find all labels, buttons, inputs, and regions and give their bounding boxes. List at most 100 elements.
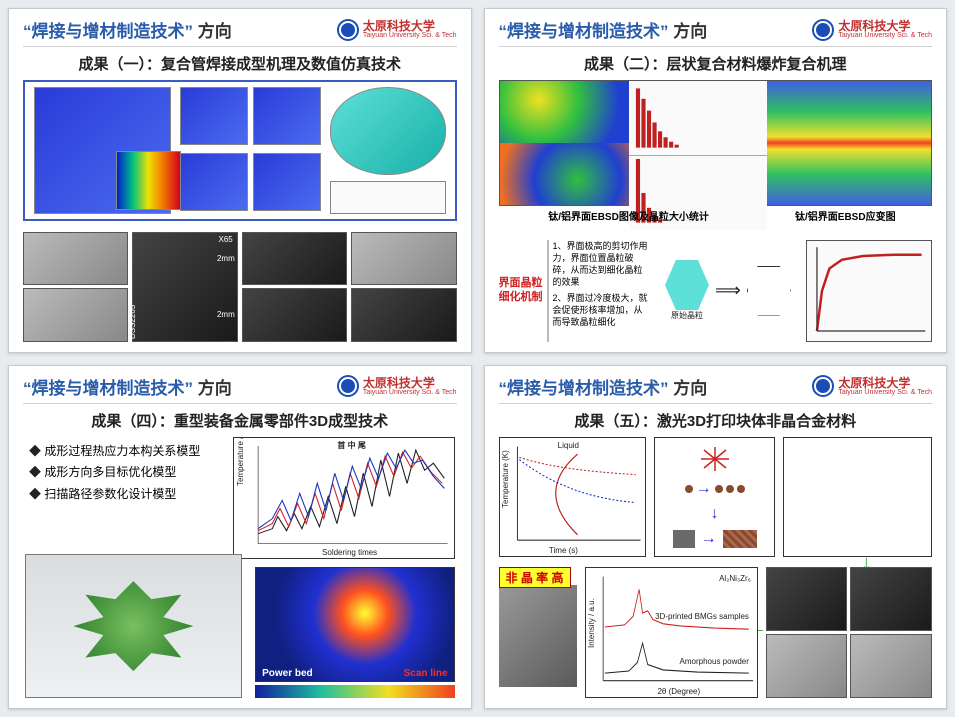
arrow-icon: ⟹ — [715, 280, 741, 301]
slide-header: “焊接与增材制造技术” 方向 太原科技大学 Taiyuan University… — [499, 17, 933, 47]
xrd-leg2: Amorphous powder — [680, 657, 749, 666]
university-text: 太原科技大学 Taiyuan University Sci. & Tech — [363, 377, 457, 396]
slide-subtitle: 成果（四）：重型装备金属零部件3D成型技术 — [23, 410, 457, 431]
caption-left: 钛/铝界面EBSD图像及晶粒大小统计 — [499, 208, 759, 223]
slide-subtitle: 成果（二）：层状复合材料爆炸复合机理 — [499, 53, 933, 74]
university-logo-icon — [812, 375, 834, 397]
bullet-1: 成形过程热应力本构关系模型 — [29, 441, 228, 463]
slide-subtitle: 成果（一）：复合管焊接成型机理及数值仿真技术 — [23, 53, 457, 74]
university-logo-icon — [337, 375, 359, 397]
slide-2: “焊接与增材制造技术” 方向 太原科技大学 Taiyuan University… — [484, 8, 948, 353]
slide-content: Liquid Time (s) Temperature (K) → ↓ → — [499, 437, 933, 699]
dot-icon — [726, 485, 734, 493]
dot-icon — [737, 485, 745, 493]
university-text: 太原科技大学 Taiyuan University Sci. & Tech — [838, 377, 932, 396]
slide-header: “焊接与增材制造技术” 方向 太原科技大学 Taiyuan University… — [499, 374, 933, 404]
slide-3: “焊接与增材制造技术” 方向 太原科技大学 Taiyuan University… — [8, 365, 472, 710]
university-block: 太原科技大学 Taiyuan University Sci. & Tech — [812, 19, 932, 41]
slide-header: “焊接与增材制造技术” 方向 太原科技大学 Taiyuan University… — [23, 17, 457, 47]
sem-a — [766, 567, 848, 631]
university-name-en: Taiyuan University Sci. & Tech — [363, 32, 457, 39]
title-quoted: “焊接与增材制造技术” — [23, 379, 193, 398]
fem-panel — [23, 80, 457, 221]
xrd-plot: Al₂Ni₃Zr₆ 3D-printed BMGs samples Amorph… — [585, 567, 758, 698]
slide-content: 成形过程热应力本构关系模型 成形方向多目标优化模型 扫描路径参数化设计模型 首 … — [23, 437, 457, 699]
laser-schematic: → ↓ → — [654, 437, 775, 557]
sem-b — [850, 567, 932, 631]
university-block: 太原科技大学 Taiyuan University Sci. & Tech — [812, 375, 932, 397]
ebsd-row: 钛 界面 铝 — [499, 80, 933, 206]
powder-row: → — [685, 480, 745, 498]
title-suffix: 方向 — [669, 379, 708, 398]
caption-row: 钛/铝界面EBSD图像及晶粒大小统计 钛/铝界面EBSD应变图 — [499, 208, 933, 223]
fem-pipe-main — [34, 87, 171, 213]
fem-ring — [330, 87, 446, 175]
university-name-en: Taiyuan University Sci. & Tech — [363, 389, 457, 396]
chart-ylabel: Temperature / °C — [236, 437, 245, 486]
layer-micrographs — [783, 437, 932, 557]
macro-photos: X65 DSS2205 2mm 2mm — [23, 232, 457, 342]
ebsd-map-ti — [500, 81, 629, 143]
hist-ti — [629, 81, 767, 156]
weld-photo-6 — [351, 288, 456, 341]
ttt-liquid: Liquid — [558, 441, 579, 450]
ebsd-maps — [500, 81, 629, 205]
grain-histograms — [629, 81, 767, 205]
university-name-cn: 太原科技大学 — [838, 20, 932, 32]
mechanism-label: 界面晶粒 细化机制 — [499, 277, 543, 303]
xrd-ylabel: Intensity / a.u. — [587, 598, 596, 648]
label-2mm-a: 2mm — [217, 254, 235, 263]
weld-photo-4 — [242, 288, 347, 341]
chart-xlabel: Soldering times — [322, 548, 377, 557]
university-block: 太原科技大学 Taiyuan University Sci. & Tech — [337, 19, 457, 41]
caption-right: 钛/铝界面EBSD应变图 — [759, 208, 932, 223]
powder-bed-label: Power bed — [262, 668, 313, 679]
xrd-xlabel: 2θ (Degree) — [657, 687, 700, 696]
university-logo-icon — [337, 19, 359, 41]
slide-4: “焊接与增材制造技术” 方向 太原科技大学 Taiyuan University… — [484, 365, 948, 710]
bullet-list: 成形过程热应力本构关系模型 成形方向多目标优化模型 扫描路径参数化设计模型 — [29, 441, 228, 506]
weld-photo-3 — [242, 232, 347, 285]
hex-original — [665, 260, 709, 310]
slide-subtitle: 成果（五）：激光3D打印块体非晶合金材料 — [499, 410, 933, 431]
printed-cube: 非 晶 率 高 — [499, 567, 577, 698]
ebsd-map-al — [500, 143, 629, 205]
packed-powder-icon — [723, 530, 757, 548]
thermal-cycle-chart: 首 中 尾 Temperature / °C Soldering times — [233, 437, 454, 560]
amorphous-banner: 非 晶 率 高 — [499, 567, 571, 588]
scan-line-label: Scan line — [404, 668, 448, 679]
cube-photo — [499, 585, 577, 687]
slide-content: 钛 界面 铝 钛/铝界面EBSD图像及晶粒大小统计 钛/铝界面EBSD应变图 界… — [499, 80, 933, 342]
mechanism-box: 界面晶粒 细化机制 1、界面极高的剪切作用力，界面位置晶粒破碎，从而达到细化晶粒… — [499, 240, 651, 342]
university-name-en: Taiyuan University Sci. & Tech — [838, 32, 932, 39]
university-name-cn: 太原科技大学 — [838, 377, 932, 389]
slide-header: “焊接与增材制造技术” 方向 太原科技大学 Taiyuan University… — [23, 374, 457, 404]
sem-c — [766, 634, 848, 698]
meltpool-heatmap: Power bed Scan line — [255, 567, 454, 698]
lbl-int: 界面 — [931, 138, 932, 151]
weld-photo-1 — [23, 232, 128, 285]
title-suffix: 方向 — [669, 22, 708, 41]
title-quoted: “焊接与增材制造技术” — [23, 22, 193, 41]
direction-title: “焊接与增材制造技术” 方向 — [23, 374, 232, 399]
weld-section: X65 DSS2205 2mm 2mm — [132, 232, 237, 342]
sem-d — [850, 634, 932, 698]
fem-stress-inset — [116, 151, 181, 211]
dot-icon — [685, 485, 693, 493]
title-quoted: “焊接与增材制造技术” — [499, 379, 669, 398]
direction-title: “焊接与增材制造技术” 方向 — [23, 17, 232, 42]
fem-weld-3 — [180, 153, 249, 211]
mechanism-text: 1、界面极高的剪切作用力，界面位置晶粒破碎，从而达到细化晶粒的效果 2、界面过冷… — [547, 240, 651, 342]
xrd-phase: Al₂Ni₃Zr₆ — [719, 574, 751, 583]
title-quoted: “焊接与增材制造技术” — [499, 22, 669, 41]
arrow-icon: → — [701, 530, 717, 548]
impeller-model — [73, 581, 193, 671]
ttt-diagram: Liquid Time (s) Temperature (K) — [499, 437, 646, 557]
impeller-3d-view — [25, 554, 242, 698]
chart-legend-title: 首 中 尾 — [337, 440, 365, 451]
university-logo-icon — [812, 19, 834, 41]
label-2mm-b: 2mm — [217, 310, 235, 319]
hex-schematic: 原始晶粒 ⟹ — [656, 240, 799, 342]
direction-title: “焊接与增材制造技术” 方向 — [499, 374, 708, 399]
sem-tem-grid — [766, 567, 932, 698]
